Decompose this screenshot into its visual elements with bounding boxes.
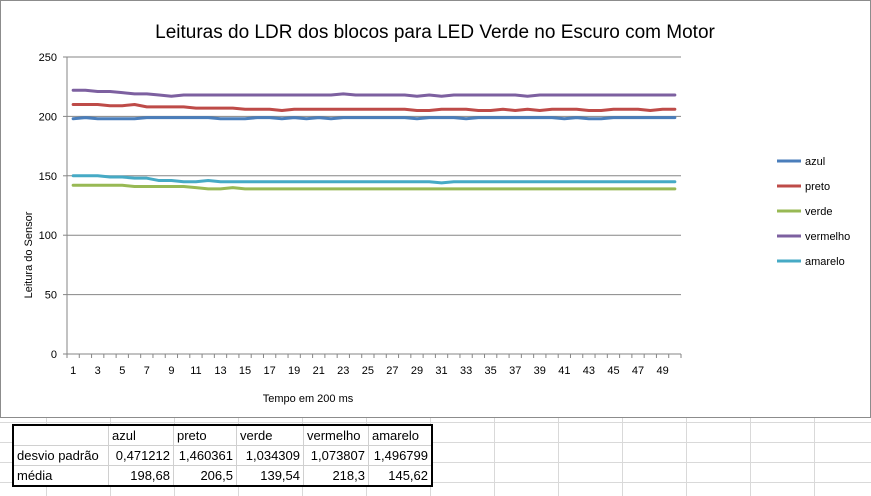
- y-tick-label: 50: [45, 290, 57, 302]
- table-cell: 1,460361: [173, 445, 237, 466]
- row-label: desvio padrão: [12, 445, 109, 466]
- x-axis-label: Tempo em 200 ms: [263, 393, 354, 405]
- x-tick-label: 25: [362, 365, 374, 377]
- series-line-preto: [71, 103, 677, 112]
- x-tick-label: 37: [509, 365, 521, 377]
- table-header-cell: preto: [173, 424, 237, 446]
- x-tick-label: 47: [632, 365, 644, 377]
- table-header-cell: verde: [236, 424, 304, 446]
- legend: azul preto verde vermelho amarelo: [777, 156, 850, 268]
- table-header-cell: azul: [108, 424, 174, 446]
- table-header-cell: vermelho: [303, 424, 369, 446]
- y-tick-label: 250: [39, 52, 57, 64]
- series-line-vermelho: [71, 88, 677, 98]
- table-row: desvio padrão 0,471212 1,460361 1,034309…: [12, 445, 433, 466]
- table-header-cell: [12, 424, 109, 446]
- x-tick-label: 1: [70, 365, 76, 377]
- x-tick-label: 7: [144, 365, 150, 377]
- x-tick-label: 21: [313, 365, 325, 377]
- legend-label-amarelo: amarelo: [805, 256, 845, 268]
- series-line-verde: [71, 183, 677, 191]
- x-tick-label: 23: [337, 365, 349, 377]
- x-tick-label: 9: [168, 365, 174, 377]
- x-tick-label: 39: [534, 365, 546, 377]
- table-cell: 1,034309: [236, 445, 304, 466]
- table-header-cell: amarelo: [368, 424, 433, 446]
- x-tick-label: 41: [558, 365, 570, 377]
- y-tick-label: 0: [51, 349, 57, 361]
- x-tick-label: 45: [607, 365, 619, 377]
- table-cell: 1,496799: [368, 445, 433, 466]
- x-tick-label: 27: [386, 365, 398, 377]
- chart-area: Leituras do LDR dos blocos para LED Verd…: [0, 0, 871, 418]
- table-cell: 145,62: [368, 465, 433, 487]
- grid-layer: [67, 56, 681, 296]
- x-tick-label: 35: [485, 365, 497, 377]
- legend-label-verde: verde: [805, 206, 833, 218]
- y-tick-label: 100: [39, 230, 57, 242]
- x-tick-label: 17: [263, 365, 275, 377]
- series-line-azul: [71, 116, 677, 121]
- x-tick-label: 19: [288, 365, 300, 377]
- table-row: média 198,68 206,5 139,54 218,3 145,62: [12, 465, 433, 487]
- x-tick-label: 11: [190, 365, 201, 377]
- row-label: média: [12, 465, 109, 487]
- table-cell: 206,5: [173, 465, 237, 487]
- line-chart: Leituras do LDR dos blocos para LED Verd…: [23, 22, 850, 405]
- x-tick-label: 43: [583, 365, 595, 377]
- x-tick-label: 49: [656, 365, 668, 377]
- x-tick-label: 15: [239, 365, 251, 377]
- legend-label-vermelho: vermelho: [805, 231, 850, 243]
- y-axis-label: Leitura do Sensor: [23, 211, 35, 298]
- table-cell: 198,68: [108, 465, 174, 487]
- chart-title: Leituras do LDR dos blocos para LED Verd…: [155, 22, 715, 43]
- series-line-amarelo: [71, 174, 677, 185]
- series-layer: [71, 88, 677, 191]
- stats-table: azul preto verde vermelho amarelo desvio…: [12, 424, 433, 487]
- y-tick-label: 150: [39, 171, 57, 183]
- x-tick-label: 29: [411, 365, 423, 377]
- table-cell: 139,54: [236, 465, 304, 487]
- x-tick-label: 33: [460, 365, 472, 377]
- table-cell: 0,471212: [108, 445, 174, 466]
- x-tick-label: 5: [119, 365, 125, 377]
- legend-label-azul: azul: [805, 156, 825, 168]
- table-cell: 1,073807: [303, 445, 369, 466]
- y-tick-label: 200: [39, 111, 57, 123]
- legend-label-preto: preto: [805, 181, 830, 193]
- table-header-row: azul preto verde vermelho amarelo: [12, 424, 433, 446]
- x-tick-label: 31: [435, 365, 447, 377]
- table-cell: 218,3: [303, 465, 369, 487]
- x-tick-label: 3: [95, 365, 101, 377]
- x-tick-label: 13: [214, 365, 226, 377]
